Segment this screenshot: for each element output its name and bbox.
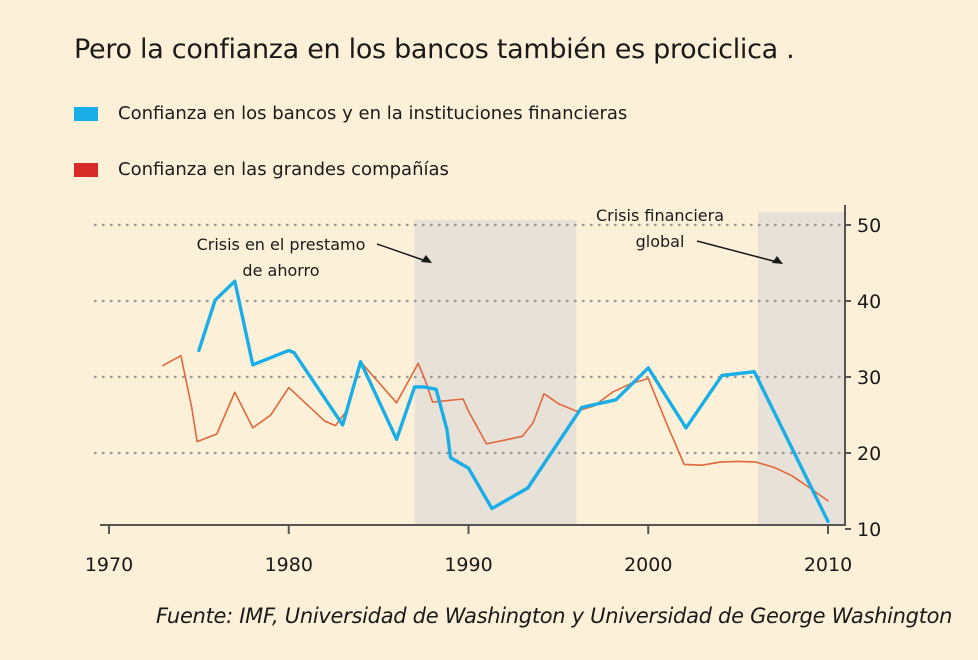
annotation-global-crisis-line-2: global [636, 232, 685, 251]
chart-title: Pero la confianza en los bancos también … [74, 34, 795, 65]
shaded-period-2 [757, 212, 845, 525]
x-tick-label-2000: 2000 [624, 554, 672, 576]
y-tick-label-50: 50 [857, 215, 881, 237]
series-line-companies [162, 354, 829, 502]
legend-item-companies: Confianza en las grandes compañías [74, 159, 449, 180]
series-line-banks [197, 279, 830, 524]
y-tick-label-40: 40 [857, 291, 881, 313]
legend-label-companies: Confianza en las grandes compañías [118, 159, 449, 180]
annotation-savings-crisis-arrow-line [376, 243, 427, 262]
y-tick-label-30: 30 [857, 367, 881, 389]
x-tick-label-1980: 1980 [265, 554, 313, 576]
annotation-savings-crisis-arrowhead [421, 255, 432, 263]
legend-swatch-banks [74, 106, 98, 121]
annotation-global-crisis-arrowhead [772, 256, 783, 264]
legend-swatch-companies [74, 162, 98, 177]
annotation-global-crisis-arrow-line [696, 240, 778, 263]
x-tick-label-1970: 1970 [85, 554, 133, 576]
y-tick-label-20: 20 [857, 443, 881, 465]
legend-item-banks: Confianza en los bancos y en la instituc… [74, 103, 627, 124]
annotation-savings-crisis-line-2: de ahorro [242, 261, 319, 280]
x-tick-label-2010: 2010 [804, 554, 852, 576]
source-note: Fuente: IMF, Universidad de Washington y… [156, 604, 953, 628]
x-tick-label-1990: 1990 [444, 554, 492, 576]
annotation-savings-crisis-line-1: Crisis en el prestamo [197, 235, 366, 254]
shaded-period-1 [414, 220, 577, 525]
y-tick-label-10: 10 [857, 519, 881, 541]
annotation-global-crisis-line-1: Crisis financiera [596, 206, 724, 225]
legend-label-banks: Confianza en los bancos y en la instituc… [118, 103, 628, 124]
